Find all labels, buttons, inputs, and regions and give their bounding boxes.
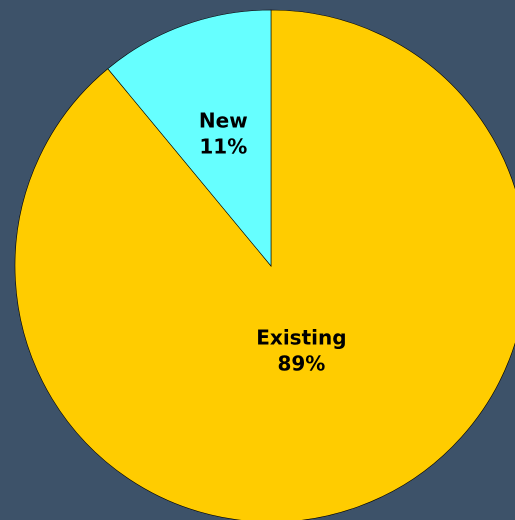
slice-value-existing: 89% bbox=[277, 351, 325, 375]
pie-slice-new bbox=[107, 9, 272, 267]
slice-label-new: New bbox=[199, 109, 248, 133]
pie-slices bbox=[14, 9, 515, 520]
pie-slice-existing bbox=[14, 9, 515, 520]
slice-label-existing: Existing bbox=[256, 325, 346, 349]
slice-value-new: 11% bbox=[199, 135, 247, 159]
